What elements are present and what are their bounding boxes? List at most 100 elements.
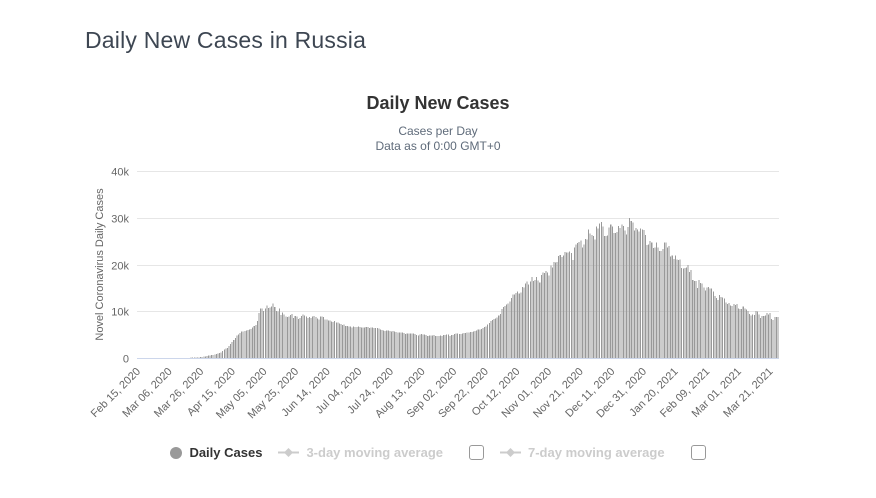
- bar[interactable]: [307, 318, 309, 358]
- bar[interactable]: [258, 313, 260, 358]
- bar[interactable]: [638, 231, 640, 358]
- bar[interactable]: [531, 276, 533, 358]
- bar[interactable]: [674, 255, 676, 358]
- bar[interactable]: [308, 317, 310, 358]
- bar[interactable]: [599, 223, 601, 358]
- bar[interactable]: [749, 313, 751, 358]
- bar[interactable]: [621, 224, 623, 358]
- bar[interactable]: [756, 311, 758, 358]
- bar[interactable]: [518, 293, 520, 358]
- bar[interactable]: [360, 327, 363, 358]
- bar[interactable]: [613, 233, 615, 358]
- bar[interactable]: [272, 303, 274, 358]
- bar[interactable]: [479, 329, 481, 358]
- bar[interactable]: [282, 312, 284, 358]
- bar[interactable]: [207, 355, 210, 358]
- bar[interactable]: [681, 267, 683, 358]
- bar[interactable]: [611, 226, 613, 358]
- bar[interactable]: [253, 326, 255, 358]
- bar[interactable]: [766, 312, 768, 358]
- bar[interactable]: [436, 336, 438, 358]
- bar[interactable]: [315, 316, 317, 358]
- 7day-avg-checkbox[interactable]: [690, 445, 706, 460]
- bar[interactable]: [635, 228, 637, 358]
- bar[interactable]: [608, 227, 610, 358]
- bar[interactable]: [646, 245, 648, 358]
- bar[interactable]: [323, 316, 325, 358]
- bar[interactable]: [602, 226, 604, 358]
- bar[interactable]: [383, 330, 385, 358]
- bar[interactable]: [657, 247, 659, 358]
- bar[interactable]: [637, 229, 639, 358]
- bar[interactable]: [624, 230, 626, 358]
- bar[interactable]: [648, 244, 650, 358]
- bar[interactable]: [733, 304, 735, 358]
- bar[interactable]: [709, 288, 711, 358]
- bar[interactable]: [321, 316, 323, 358]
- bar[interactable]: [594, 239, 596, 358]
- bar[interactable]: [671, 255, 673, 358]
- bar[interactable]: [460, 334, 462, 358]
- bar[interactable]: [526, 281, 528, 358]
- bar[interactable]: [458, 333, 460, 358]
- bar[interactable]: [480, 329, 482, 358]
- bar[interactable]: [562, 255, 564, 358]
- bar[interactable]: [312, 316, 314, 358]
- bar[interactable]: [591, 234, 593, 358]
- bar[interactable]: [414, 334, 416, 358]
- bar[interactable]: [299, 317, 301, 358]
- bar[interactable]: [260, 308, 262, 358]
- bar[interactable]: [728, 303, 730, 358]
- bar[interactable]: [545, 270, 547, 358]
- bar[interactable]: [720, 296, 722, 358]
- bar[interactable]: [490, 321, 492, 358]
- bar[interactable]: [424, 334, 426, 358]
- bar[interactable]: [343, 324, 345, 358]
- bar[interactable]: [542, 272, 544, 358]
- bar[interactable]: [477, 329, 479, 358]
- bar[interactable]: [422, 334, 424, 358]
- bar[interactable]: [514, 294, 516, 358]
- bar[interactable]: [277, 311, 279, 358]
- bar[interactable]: [263, 310, 265, 358]
- bar[interactable]: [409, 333, 411, 359]
- bar[interactable]: [239, 333, 241, 358]
- bar[interactable]: [506, 304, 508, 358]
- bar[interactable]: [755, 310, 757, 358]
- bar[interactable]: [368, 327, 370, 358]
- bar[interactable]: [564, 251, 566, 358]
- bar[interactable]: [447, 334, 449, 358]
- bar[interactable]: [649, 240, 651, 358]
- bar[interactable]: [644, 235, 646, 358]
- bar[interactable]: [204, 356, 206, 358]
- bar[interactable]: [575, 244, 577, 358]
- bar[interactable]: [543, 273, 545, 358]
- bar[interactable]: [242, 331, 244, 358]
- bar[interactable]: [305, 316, 307, 358]
- bar[interactable]: [313, 315, 315, 358]
- bar[interactable]: [610, 224, 612, 358]
- bar[interactable]: [283, 314, 285, 358]
- bar[interactable]: [619, 228, 621, 358]
- bar[interactable]: [359, 327, 361, 358]
- bar[interactable]: [408, 333, 410, 358]
- bar[interactable]: [231, 342, 233, 358]
- bar[interactable]: [390, 331, 392, 358]
- bar[interactable]: [425, 335, 427, 358]
- bar[interactable]: [777, 316, 779, 358]
- bar[interactable]: [597, 228, 599, 359]
- bar[interactable]: [296, 316, 298, 358]
- bar[interactable]: [294, 316, 296, 358]
- legend-item-daily-cases[interactable]: Daily Cases: [170, 445, 262, 460]
- bar[interactable]: [540, 275, 542, 358]
- bar[interactable]: [717, 299, 719, 358]
- bar[interactable]: [416, 334, 418, 358]
- bar[interactable]: [356, 326, 358, 358]
- bar[interactable]: [570, 253, 572, 358]
- bar[interactable]: [588, 229, 590, 358]
- bar[interactable]: [772, 319, 774, 358]
- bar[interactable]: [395, 332, 397, 358]
- bar[interactable]: [394, 331, 396, 358]
- bar[interactable]: [427, 335, 429, 358]
- bar[interactable]: [488, 322, 490, 358]
